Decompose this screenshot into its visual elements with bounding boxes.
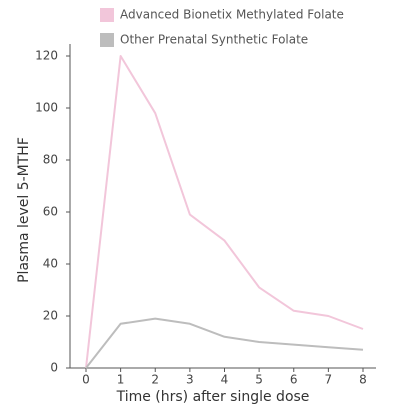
x-tick-label: 3 [186, 373, 194, 387]
y-tick-label: 20 [43, 309, 58, 323]
legend-swatch [100, 8, 114, 22]
legend-label: Advanced Bionetix Methylated Folate [120, 8, 344, 22]
y-tick-label: 120 [35, 49, 58, 63]
x-tick-label: 1 [117, 373, 125, 387]
x-axis-label: Time (hrs) after single dose [116, 389, 310, 405]
y-tick-label: 80 [43, 153, 58, 167]
x-tick-label: 7 [325, 373, 333, 387]
x-tick-label: 0 [82, 373, 90, 387]
y-tick-label: 0 [50, 361, 58, 375]
x-tick-label: 8 [359, 373, 367, 387]
x-tick-label: 6 [290, 373, 298, 387]
x-tick-label: 5 [255, 373, 263, 387]
legend-label: Other Prenatal Synthetic Folate [120, 33, 308, 47]
y-tick-label: 40 [43, 257, 58, 271]
series-line [85, 55, 364, 369]
x-tick-label: 4 [221, 373, 229, 387]
y-tick-label: 60 [43, 205, 58, 219]
y-axis-label: Plasma level 5-MTHF [16, 137, 32, 283]
series-line [85, 317, 364, 369]
legend-swatch [100, 33, 114, 47]
x-tick-label: 2 [151, 373, 159, 387]
y-tick-label: 100 [35, 101, 58, 115]
